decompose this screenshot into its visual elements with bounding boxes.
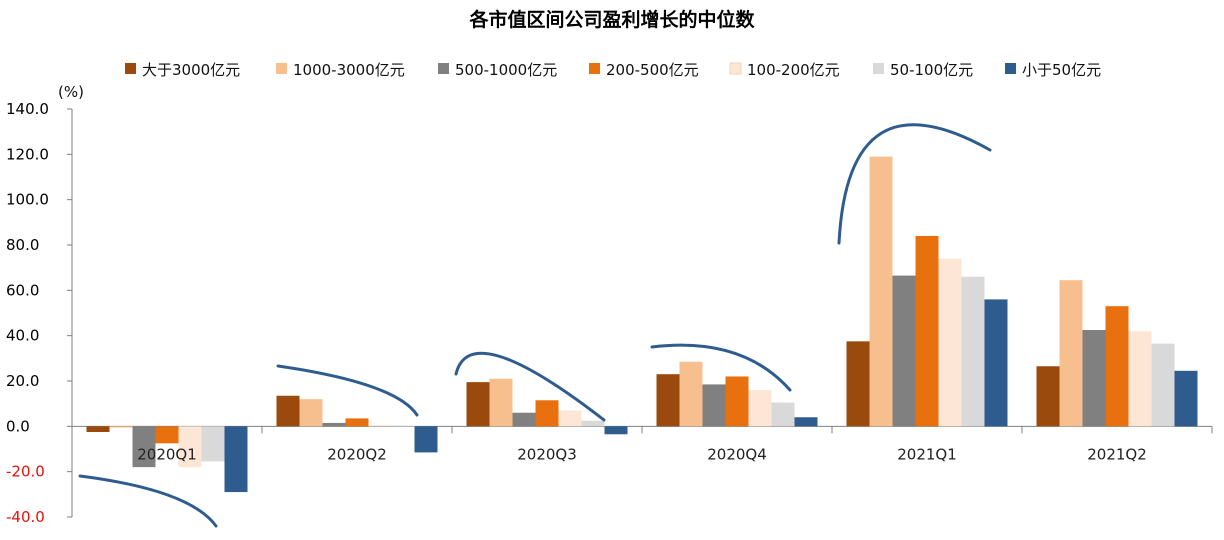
bar-2020Q3-0 <box>466 382 490 427</box>
bar-2020Q2-0 <box>276 395 300 427</box>
legend-swatch-6 <box>1005 63 1016 74</box>
trend-curve-4 <box>837 123 992 245</box>
bar-2020Q4-0 <box>656 374 680 427</box>
bar-2020Q3-2 <box>512 412 536 427</box>
bar-2020Q4-4 <box>748 390 772 427</box>
category-label-2021Q1: 2021Q1 <box>897 445 957 463</box>
bar-2021Q2-1 <box>1059 280 1083 427</box>
legend: 大于3000亿元 1000-3000亿元 500-1000亿元 200-500亿元 10… <box>125 61 1101 79</box>
y-tick-label: 80.0 <box>6 236 39 254</box>
legend-label-1: 1000-3000亿元 <box>293 61 405 79</box>
y-tick-label: 40.0 <box>6 327 39 345</box>
bar-2021Q2-5 <box>1151 343 1175 427</box>
legend-label-4: 100-200亿元 <box>747 61 840 79</box>
x-axis <box>72 425 1213 434</box>
bar-2020Q3-3 <box>535 400 559 427</box>
category-label-2020Q2: 2020Q2 <box>327 445 387 463</box>
bar-2021Q1-1 <box>869 156 893 427</box>
bar-2020Q2-3 <box>345 418 369 427</box>
bar-2020Q2-5 <box>391 425 415 427</box>
legend-swatch-4 <box>729 62 742 75</box>
legend-swatch-5 <box>873 63 884 74</box>
trend-curve-1 <box>276 364 419 417</box>
legend-label-2: 500-1000亿元 <box>455 61 557 79</box>
bar-2020Q2-2 <box>322 422 346 427</box>
chart-title: 各市值区间公司盈利增长的中位数 <box>468 8 755 31</box>
category-label-2020Q1: 2020Q1 <box>137 445 197 463</box>
bar-2021Q2-0 <box>1036 366 1060 427</box>
bar-2021Q1-5 <box>961 276 985 427</box>
bar-2020Q1-1 <box>109 426 133 428</box>
bar-2020Q2-6 <box>414 426 438 453</box>
bar-2020Q3-1 <box>489 378 513 427</box>
bar-2020Q3-6 <box>604 426 628 435</box>
bar-2020Q4-6 <box>794 417 818 427</box>
bar-2021Q1-3 <box>915 235 939 427</box>
bar-2021Q2-4 <box>1128 331 1152 427</box>
y-unit-label: (%) <box>58 83 84 101</box>
bar-2020Q4-1 <box>679 361 703 427</box>
legend-swatch-3 <box>589 63 600 74</box>
trend-curve-3 <box>650 343 792 392</box>
bar-2021Q2-3 <box>1105 306 1129 427</box>
bar-2020Q1-3 <box>155 426 179 444</box>
bar-2020Q1-2 <box>132 426 156 468</box>
trend-curve-0 <box>78 474 218 528</box>
bar-2020Q1-5 <box>201 426 225 462</box>
legend-label-0: 大于3000亿元 <box>142 61 240 79</box>
y-tick-label: 60.0 <box>6 281 39 299</box>
trend-annotations <box>78 123 992 528</box>
category-label-2021Q2: 2021Q2 <box>1087 445 1147 463</box>
y-tick-label: 140.0 <box>6 100 49 118</box>
legend-swatch-1 <box>276 63 287 74</box>
category-labels: 2020Q1 2020Q2 2020Q3 2020Q4 2021Q1 2021Q2 <box>137 445 1147 463</box>
bar-2020Q3-4 <box>558 410 582 427</box>
trend-curve-2 <box>454 351 606 422</box>
y-tick-label: -40.0 <box>6 508 45 526</box>
bar-2020Q4-3 <box>725 376 749 427</box>
bar-2020Q1-0 <box>86 426 110 432</box>
bar-2021Q1-0 <box>846 341 870 427</box>
legend-label-3: 200-500亿元 <box>606 61 699 79</box>
y-tick-label: -20.0 <box>6 463 45 481</box>
y-tick-label: 0.0 <box>6 417 30 435</box>
legend-label-6: 小于50亿元 <box>1022 61 1101 79</box>
y-tick-label: 120.0 <box>6 145 49 163</box>
bar-2020Q2-1 <box>299 399 323 427</box>
y-axis: 140.0 120.0 100.0 80.0 60.0 40.0 20.0 0.0 -20.0 -… <box>6 100 73 526</box>
bars <box>86 156 1198 493</box>
bar-2021Q1-6 <box>984 299 1008 427</box>
bar-2021Q1-2 <box>892 275 916 427</box>
legend-swatch-0 <box>125 63 136 74</box>
legend-swatch-2 <box>438 63 449 74</box>
bar-2020Q2-4 <box>368 425 392 427</box>
category-label-2020Q3: 2020Q3 <box>517 445 577 463</box>
bar-2020Q1-4 <box>178 426 202 468</box>
bar-2020Q4-5 <box>771 402 795 427</box>
bar-2021Q2-2 <box>1082 330 1106 427</box>
bar-2020Q3-5 <box>581 420 605 427</box>
bar-2021Q2-6 <box>1174 370 1198 427</box>
y-tick-label: 20.0 <box>6 372 39 390</box>
bar-2021Q1-4 <box>938 258 962 427</box>
category-label-2020Q4: 2020Q4 <box>707 445 767 463</box>
bar-2020Q1-6 <box>224 426 248 493</box>
legend-label-5: 50-100亿元 <box>890 61 973 79</box>
y-tick-label: 100.0 <box>6 191 49 209</box>
bar-2020Q4-2 <box>702 384 726 427</box>
